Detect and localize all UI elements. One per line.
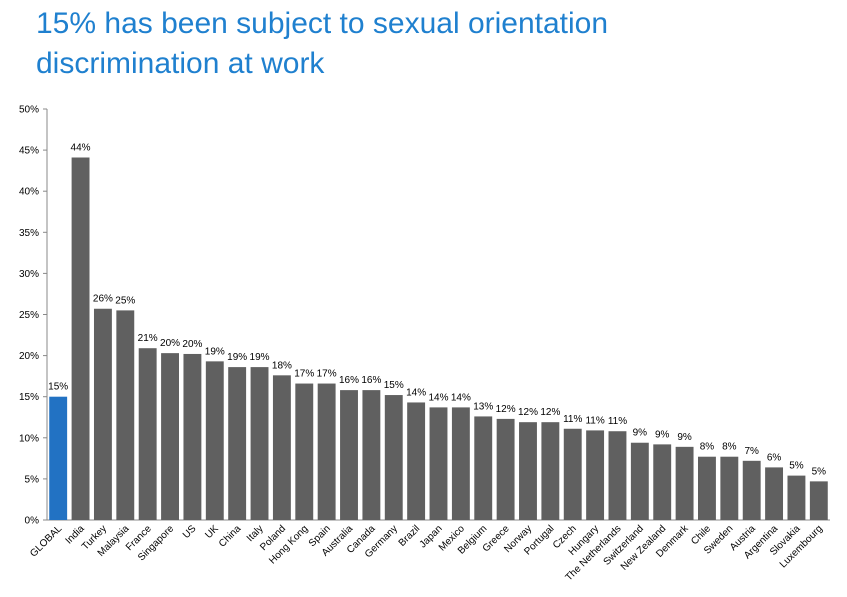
data-label: 6% [767,452,782,463]
y-tick-label: 40% [19,187,39,198]
bar [116,310,135,520]
data-label: 15% [384,380,404,391]
bar [653,444,672,520]
data-label: 15% [48,382,68,393]
data-label: 26% [93,294,113,305]
data-label: 9% [633,428,648,439]
bar [675,446,694,520]
data-label: 14% [428,392,448,403]
data-label: 20% [160,338,180,349]
data-label: 18% [272,360,292,371]
bar [295,383,314,520]
data-label: 12% [540,407,560,418]
data-label: 21% [138,333,158,344]
data-label: 11% [563,414,582,425]
bar [541,422,560,520]
bar [429,407,448,520]
y-tick-label: 25% [19,310,39,321]
data-label: 9% [655,429,670,440]
bar [317,383,336,520]
data-label: 19% [250,352,270,363]
bar [384,395,403,520]
data-label: 11% [585,415,604,426]
bar [340,390,358,520]
x-tick-label: US [181,523,199,541]
bar [71,157,90,521]
bar [765,467,784,520]
chart-title-line-1: 15% has been subject to sexual orientati… [36,7,609,40]
bar [742,460,761,520]
data-label: 12% [496,404,516,415]
bar [586,430,605,520]
x-axis-labels: GLOBAL IndiaTurkeyMalaysiaFranceSingapore… [28,523,825,584]
data-label: 14% [451,392,471,403]
data-label: 12% [518,407,538,418]
bar [563,428,582,520]
data-label: 17% [317,369,337,380]
bar [407,402,426,520]
bar [474,416,493,520]
bar [161,353,179,520]
data-label: 7% [744,446,759,457]
y-tick-label: 45% [19,146,39,157]
bar [720,456,739,520]
data-label: 13% [473,401,493,412]
data-label: 16% [361,375,381,386]
y-tick-label: 15% [19,392,39,403]
y-tick-label: 20% [19,351,39,362]
data-label: 11% [608,416,627,427]
bar [272,375,291,520]
bar [250,367,269,520]
bar [698,456,716,520]
x-tick-label: UK [203,523,221,541]
bar [809,481,828,520]
y-tick-label: 5% [25,474,40,485]
data-label: 25% [115,295,135,306]
bar [519,422,537,520]
bar [608,431,627,520]
data-label: 5% [789,461,804,472]
y-tick-label: 10% [19,433,39,444]
chart-title: 15% has been subject to sexual orientati… [36,4,608,84]
bar [93,308,112,520]
bar [205,361,224,520]
bar [451,407,470,520]
x-tick-label: China [217,523,244,550]
data-label: 5% [812,466,827,477]
data-label: 44% [71,142,91,153]
data-label: 8% [722,442,737,453]
data-label: 19% [227,352,247,363]
data-label: 8% [700,442,715,453]
bar [49,396,68,520]
bar [787,475,806,520]
x-tick-label: GLOBAL [28,523,64,559]
y-tick-label: 35% [19,228,39,239]
bar [630,442,649,520]
y-tick-label: 30% [19,269,39,280]
data-label: 19% [205,346,225,357]
y-tick-label: 0% [25,516,40,527]
bars [49,157,828,521]
data-label: 20% [182,339,202,350]
bar [183,353,202,520]
data-label: 17% [294,369,314,380]
data-label: 14% [406,387,426,398]
bar [362,390,381,520]
y-tick-label: 50% [19,105,39,116]
bar [496,418,515,520]
bar [228,367,247,520]
data-label: 16% [339,375,359,386]
x-tick-label: Brazil [397,523,422,548]
chart-title-line-2: discrimination at work [36,47,325,80]
data-labels: 15%44%26% 25%21% 20% 20%19%19% 19%18%17% 17%1… [48,142,826,477]
data-label: 9% [677,432,692,443]
bar [138,348,157,520]
